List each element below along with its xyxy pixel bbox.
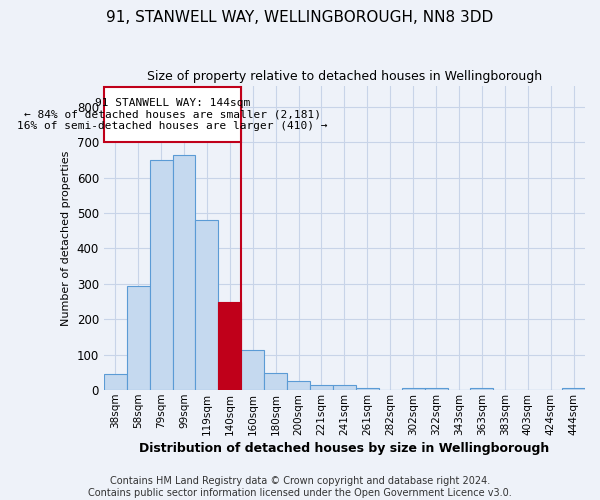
Bar (241, 350, 264, 390)
Bar (104, 374, 127, 390)
Bar (333, 385, 356, 390)
Text: 91 STANWELL WAY: 144sqm
← 84% of detached houses are smaller (2,181)
16% of semi: 91 STANWELL WAY: 144sqm ← 84% of detache… (17, 98, 328, 132)
Bar (310, 385, 333, 390)
Bar (149, 160, 173, 390)
Bar (196, 220, 218, 390)
Bar (264, 373, 287, 390)
Bar (425, 388, 448, 390)
Title: Size of property relative to detached houses in Wellingborough: Size of property relative to detached ho… (147, 70, 542, 83)
Bar (356, 388, 379, 390)
Bar (562, 388, 585, 390)
Bar (287, 382, 310, 390)
Bar (470, 388, 493, 390)
Bar (127, 286, 149, 390)
X-axis label: Distribution of detached houses by size in Wellingborough: Distribution of detached houses by size … (139, 442, 550, 455)
Bar (173, 154, 196, 390)
Text: Contains HM Land Registry data © Crown copyright and database right 2024.
Contai: Contains HM Land Registry data © Crown c… (88, 476, 512, 498)
Y-axis label: Number of detached properties: Number of detached properties (61, 150, 71, 326)
Bar (401, 388, 425, 390)
Bar (218, 302, 241, 390)
Text: 91, STANWELL WAY, WELLINGBOROUGH, NN8 3DD: 91, STANWELL WAY, WELLINGBOROUGH, NN8 3D… (106, 10, 494, 25)
Bar (104, 88, 241, 142)
